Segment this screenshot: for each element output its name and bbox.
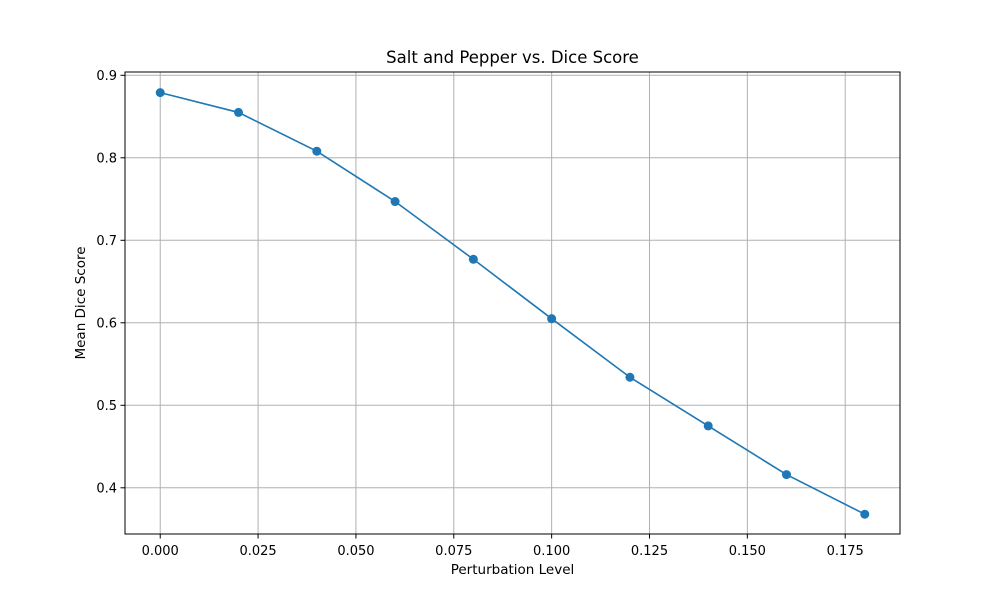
data-point bbox=[234, 107, 244, 117]
x-axis-label: Perturbation Level bbox=[451, 562, 575, 578]
plot-frame bbox=[124, 71, 901, 535]
data-point bbox=[781, 470, 791, 480]
data-point bbox=[155, 88, 165, 98]
grid bbox=[125, 72, 900, 534]
series-line bbox=[160, 91, 866, 515]
y-tick-label: 0.6 bbox=[96, 316, 117, 331]
y-tick-label: 0.8 bbox=[96, 151, 117, 166]
y-axis-label: Mean Dice Score bbox=[73, 246, 89, 359]
data-point bbox=[625, 372, 635, 382]
axis-ticks: 0.000 0.025 0.050 0.075 0.100 0.125 0.150 0.175… bbox=[96, 69, 863, 559]
y-tick-label: 0.4 bbox=[96, 481, 117, 496]
y-tick-label: 0.7 bbox=[96, 234, 117, 249]
x-tick-label: 0.050 bbox=[337, 544, 374, 559]
series-layer bbox=[155, 88, 870, 519]
data-point bbox=[547, 314, 557, 324]
x-tick-label: 0.125 bbox=[631, 544, 668, 559]
chart-title: Salt and Pepper vs. Dice Score bbox=[386, 48, 639, 67]
data-point bbox=[860, 509, 870, 519]
data-point bbox=[312, 146, 322, 156]
y-tick-label: 0.5 bbox=[96, 399, 117, 414]
x-tick-label: 0.000 bbox=[142, 544, 179, 559]
data-point bbox=[703, 421, 713, 431]
x-tick-label: 0.025 bbox=[239, 544, 276, 559]
x-tick-label: 0.075 bbox=[435, 544, 472, 559]
x-tick-label: 0.100 bbox=[533, 544, 570, 559]
x-tick-label: 0.175 bbox=[827, 544, 864, 559]
data-point bbox=[468, 254, 478, 264]
data-point bbox=[390, 197, 400, 207]
x-tick-label: 0.150 bbox=[729, 544, 766, 559]
y-tick-label: 0.9 bbox=[96, 69, 117, 84]
